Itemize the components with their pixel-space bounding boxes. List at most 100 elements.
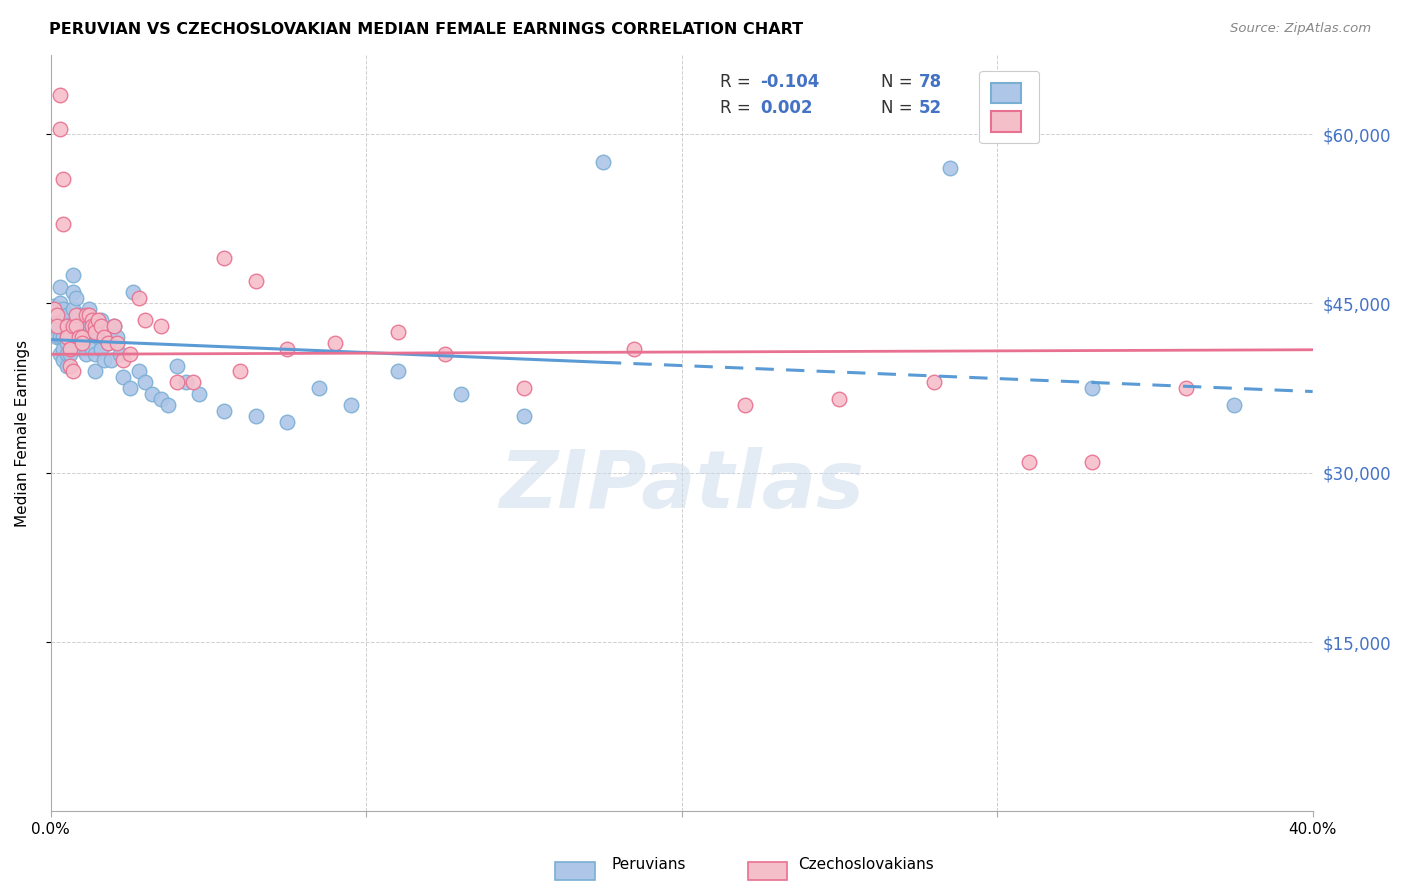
Point	[59, 347, 82, 361]
Point	[49, 347, 72, 361]
Point	[592, 155, 614, 169]
Point	[49, 279, 72, 293]
Point	[323, 336, 346, 351]
Point	[90, 342, 112, 356]
Point	[46, 302, 69, 317]
Point	[59, 359, 82, 373]
Point	[939, 161, 962, 175]
Point	[112, 352, 135, 367]
Point	[84, 347, 107, 361]
Point	[97, 336, 120, 351]
Point	[49, 121, 72, 136]
Point	[141, 386, 163, 401]
Text: ZIPatlas: ZIPatlas	[499, 447, 865, 525]
Point	[80, 313, 103, 327]
Point	[828, 392, 851, 407]
Point	[103, 319, 125, 334]
Point	[62, 364, 84, 378]
Point	[46, 330, 69, 344]
Point	[75, 308, 97, 322]
Point	[156, 398, 179, 412]
Point	[52, 352, 75, 367]
Point	[245, 274, 267, 288]
Point	[1175, 381, 1198, 395]
Point	[77, 302, 100, 317]
Point	[100, 352, 122, 367]
Point	[513, 409, 536, 424]
Point	[65, 313, 87, 327]
Point	[62, 268, 84, 283]
Point	[245, 409, 267, 424]
Point	[72, 330, 94, 344]
Point	[55, 319, 77, 334]
Point	[1223, 398, 1246, 412]
Point	[229, 364, 252, 378]
Point	[105, 330, 128, 344]
Point	[214, 403, 236, 417]
Text: 52: 52	[920, 99, 942, 117]
Point	[84, 325, 107, 339]
Point	[42, 302, 65, 317]
Point	[150, 392, 173, 407]
Point	[121, 285, 143, 300]
Point	[65, 330, 87, 344]
Point	[55, 336, 77, 351]
Text: R =: R =	[720, 72, 755, 91]
Point	[93, 352, 115, 367]
Point	[75, 330, 97, 344]
Point	[46, 319, 69, 334]
Text: R =: R =	[720, 99, 755, 117]
Point	[80, 342, 103, 356]
Point	[62, 285, 84, 300]
Point	[105, 336, 128, 351]
Text: 0.002: 0.002	[761, 99, 813, 117]
Point	[87, 313, 110, 327]
Point	[46, 308, 69, 322]
Text: N =: N =	[882, 99, 918, 117]
Point	[49, 308, 72, 322]
Point	[90, 313, 112, 327]
Point	[128, 291, 150, 305]
Point	[72, 336, 94, 351]
Point	[103, 319, 125, 334]
Point	[46, 319, 69, 334]
Point	[42, 299, 65, 313]
Point	[166, 376, 188, 390]
Point	[52, 172, 75, 186]
Point	[623, 342, 645, 356]
Point	[72, 313, 94, 327]
Point	[176, 376, 198, 390]
Point	[77, 319, 100, 334]
Text: 78: 78	[920, 72, 942, 91]
Point	[62, 302, 84, 317]
Point	[67, 319, 90, 334]
Legend: , : ,	[980, 71, 1039, 144]
Point	[65, 319, 87, 334]
Point	[52, 330, 75, 344]
Point	[65, 291, 87, 305]
Point	[59, 330, 82, 344]
Point	[134, 313, 156, 327]
Point	[90, 319, 112, 334]
Point	[93, 330, 115, 344]
Point	[87, 330, 110, 344]
Point	[80, 325, 103, 339]
Point	[62, 319, 84, 334]
Point	[1081, 454, 1104, 468]
Point	[55, 319, 77, 334]
Point	[188, 386, 211, 401]
Point	[52, 302, 75, 317]
Point	[59, 319, 82, 334]
Point	[339, 398, 361, 412]
Text: N =: N =	[882, 72, 918, 91]
Point	[84, 364, 107, 378]
Point	[922, 376, 945, 390]
Text: -0.104: -0.104	[761, 72, 820, 91]
Text: Peruvians: Peruvians	[612, 857, 686, 872]
Point	[84, 319, 107, 334]
Point	[49, 319, 72, 334]
Point	[214, 252, 236, 266]
Point	[52, 319, 75, 334]
Point	[276, 342, 298, 356]
Point	[59, 342, 82, 356]
